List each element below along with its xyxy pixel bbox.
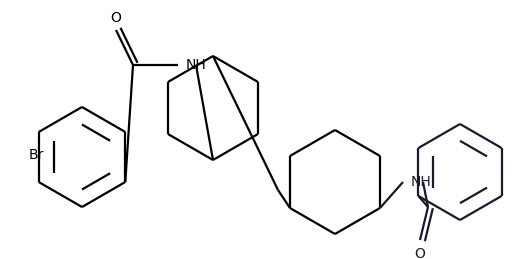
Text: Br: Br	[29, 148, 44, 162]
Text: O: O	[111, 11, 121, 25]
Text: O: O	[415, 247, 426, 259]
Text: NH: NH	[411, 175, 432, 189]
Text: NH: NH	[186, 58, 207, 72]
